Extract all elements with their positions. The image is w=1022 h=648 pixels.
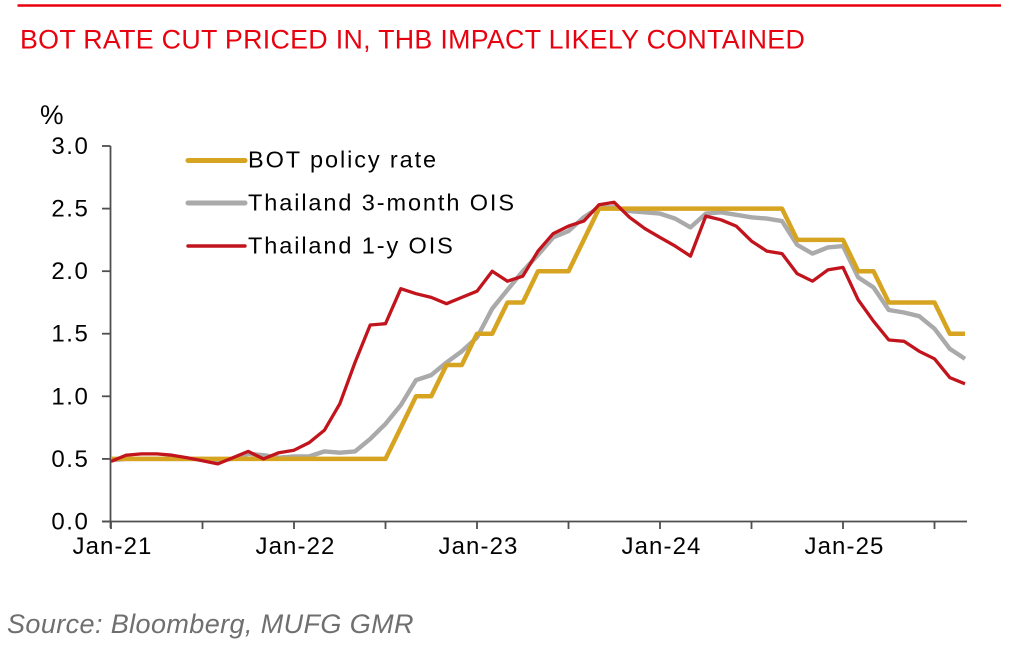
- svg-text:3.0: 3.0: [51, 133, 89, 160]
- svg-text:BOT policy rate: BOT policy rate: [248, 147, 438, 173]
- svg-text:Jan-25: Jan-25: [805, 533, 885, 560]
- svg-text:1.5: 1.5: [51, 321, 89, 348]
- svg-text:Source: Bloomberg, MUFG GMR: Source: Bloomberg, MUFG GMR: [7, 609, 414, 639]
- svg-text:1.0: 1.0: [51, 383, 89, 410]
- svg-text:%: %: [40, 100, 64, 130]
- svg-text:Jan-24: Jan-24: [622, 533, 702, 560]
- svg-text:Jan-22: Jan-22: [256, 533, 336, 560]
- svg-text:2.5: 2.5: [51, 196, 89, 223]
- svg-text:Thailand 3-month OIS: Thailand 3-month OIS: [248, 190, 516, 216]
- svg-text:2.0: 2.0: [51, 258, 89, 285]
- svg-text:0.5: 0.5: [51, 446, 89, 473]
- svg-text:BOT RATE CUT PRICED IN, THB IM: BOT RATE CUT PRICED IN, THB IMPACT LIKEL…: [20, 25, 805, 55]
- svg-text:Jan-23: Jan-23: [439, 533, 519, 560]
- svg-text:0.0: 0.0: [51, 509, 89, 536]
- svg-text:Jan-21: Jan-21: [73, 533, 153, 560]
- svg-text:Thailand 1-y OIS: Thailand 1-y OIS: [248, 233, 455, 259]
